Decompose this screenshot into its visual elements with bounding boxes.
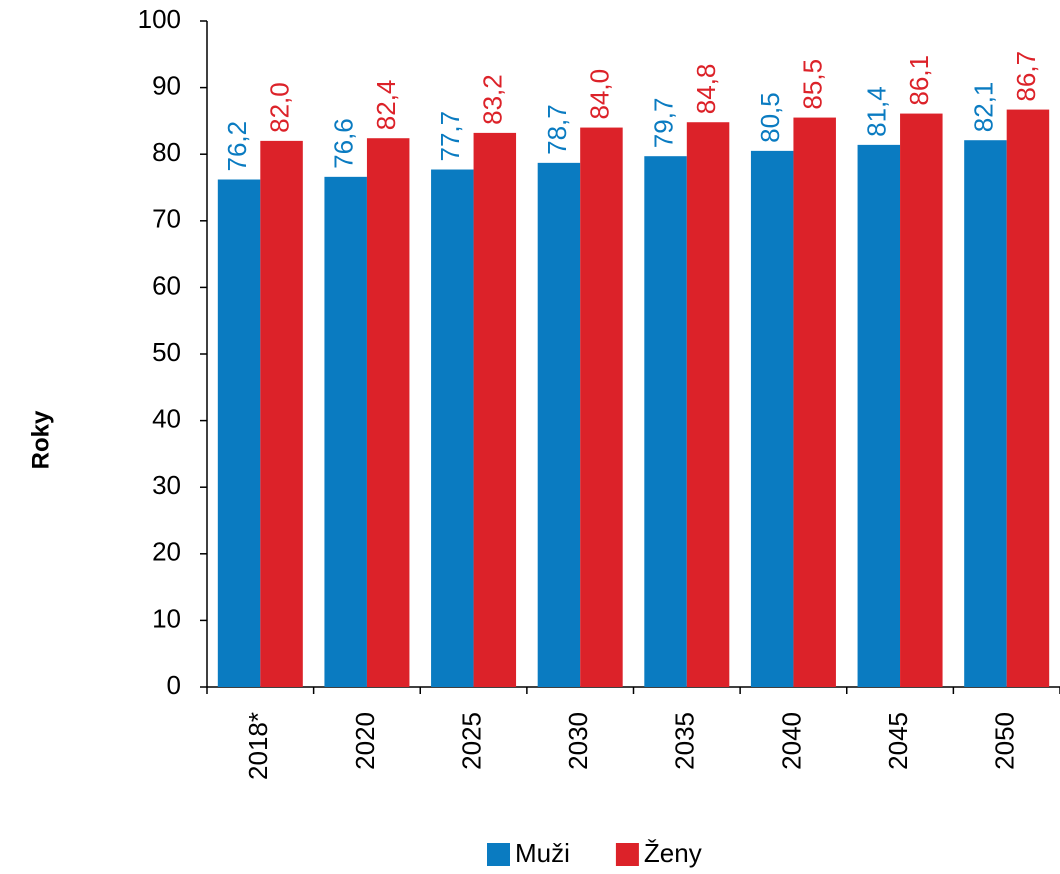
- legend-swatch: [615, 843, 639, 866]
- value-label: 86,1: [904, 55, 934, 106]
- bar: [686, 122, 730, 688]
- x-tick-label: 2040: [776, 712, 806, 770]
- bar: [964, 140, 1007, 688]
- y-tick-label: 80: [152, 137, 181, 167]
- value-label: 80,5: [755, 92, 785, 143]
- value-label: 79,7: [648, 98, 678, 149]
- value-label: 76,2: [222, 121, 252, 172]
- value-label: 82,4: [371, 80, 401, 131]
- legend-swatch: [487, 843, 510, 866]
- value-label: 82,0: [264, 82, 294, 133]
- y-tick-label: 100: [138, 4, 181, 34]
- y-tick-label: 0: [167, 670, 181, 700]
- y-tick-label: 90: [152, 70, 181, 100]
- value-label: 83,2: [478, 74, 508, 125]
- x-tick-label: 2050: [990, 712, 1020, 770]
- y-tick-label: 60: [152, 270, 181, 300]
- value-label: 84,8: [691, 64, 721, 115]
- bar: [580, 127, 623, 687]
- legend-label: Muži: [515, 838, 570, 868]
- value-label: 85,5: [798, 59, 828, 110]
- x-tick-label: 2018*: [243, 712, 273, 780]
- value-label: 86,7: [1011, 51, 1041, 102]
- bar: [260, 140, 303, 687]
- bar: [750, 150, 794, 687]
- value-label: 76,6: [329, 118, 359, 169]
- x-tick-label: 2025: [456, 712, 486, 770]
- bar: [324, 176, 367, 687]
- y-tick-label: 70: [152, 204, 181, 234]
- value-label: 78,7: [542, 104, 572, 155]
- bar: [473, 132, 517, 687]
- bar: [900, 113, 943, 688]
- value-label: 77,7: [435, 111, 465, 162]
- legend-label: Ženy: [644, 838, 702, 868]
- bar: [793, 117, 836, 687]
- value-label: 84,0: [584, 69, 614, 120]
- bar: [537, 162, 581, 687]
- x-tick-label: 2030: [563, 712, 593, 770]
- bar: [1006, 109, 1050, 687]
- y-tick-label: 50: [152, 337, 181, 367]
- y-tick-label: 10: [152, 603, 181, 633]
- value-label: 82,1: [968, 82, 998, 133]
- y-tick-label: 20: [152, 537, 181, 567]
- x-tick-label: 2020: [350, 712, 380, 770]
- bar: [366, 138, 410, 687]
- x-tick-label: 2035: [670, 712, 700, 770]
- value-label: 81,4: [862, 86, 892, 137]
- y-axis-label: Roky: [27, 410, 54, 469]
- bar: [431, 169, 474, 687]
- x-tick-label: 2045: [883, 712, 913, 770]
- y-tick-label: 30: [152, 470, 181, 500]
- y-tick-label: 40: [152, 403, 181, 433]
- bar: [644, 156, 687, 687]
- bar: [857, 144, 901, 688]
- bar: [217, 179, 261, 687]
